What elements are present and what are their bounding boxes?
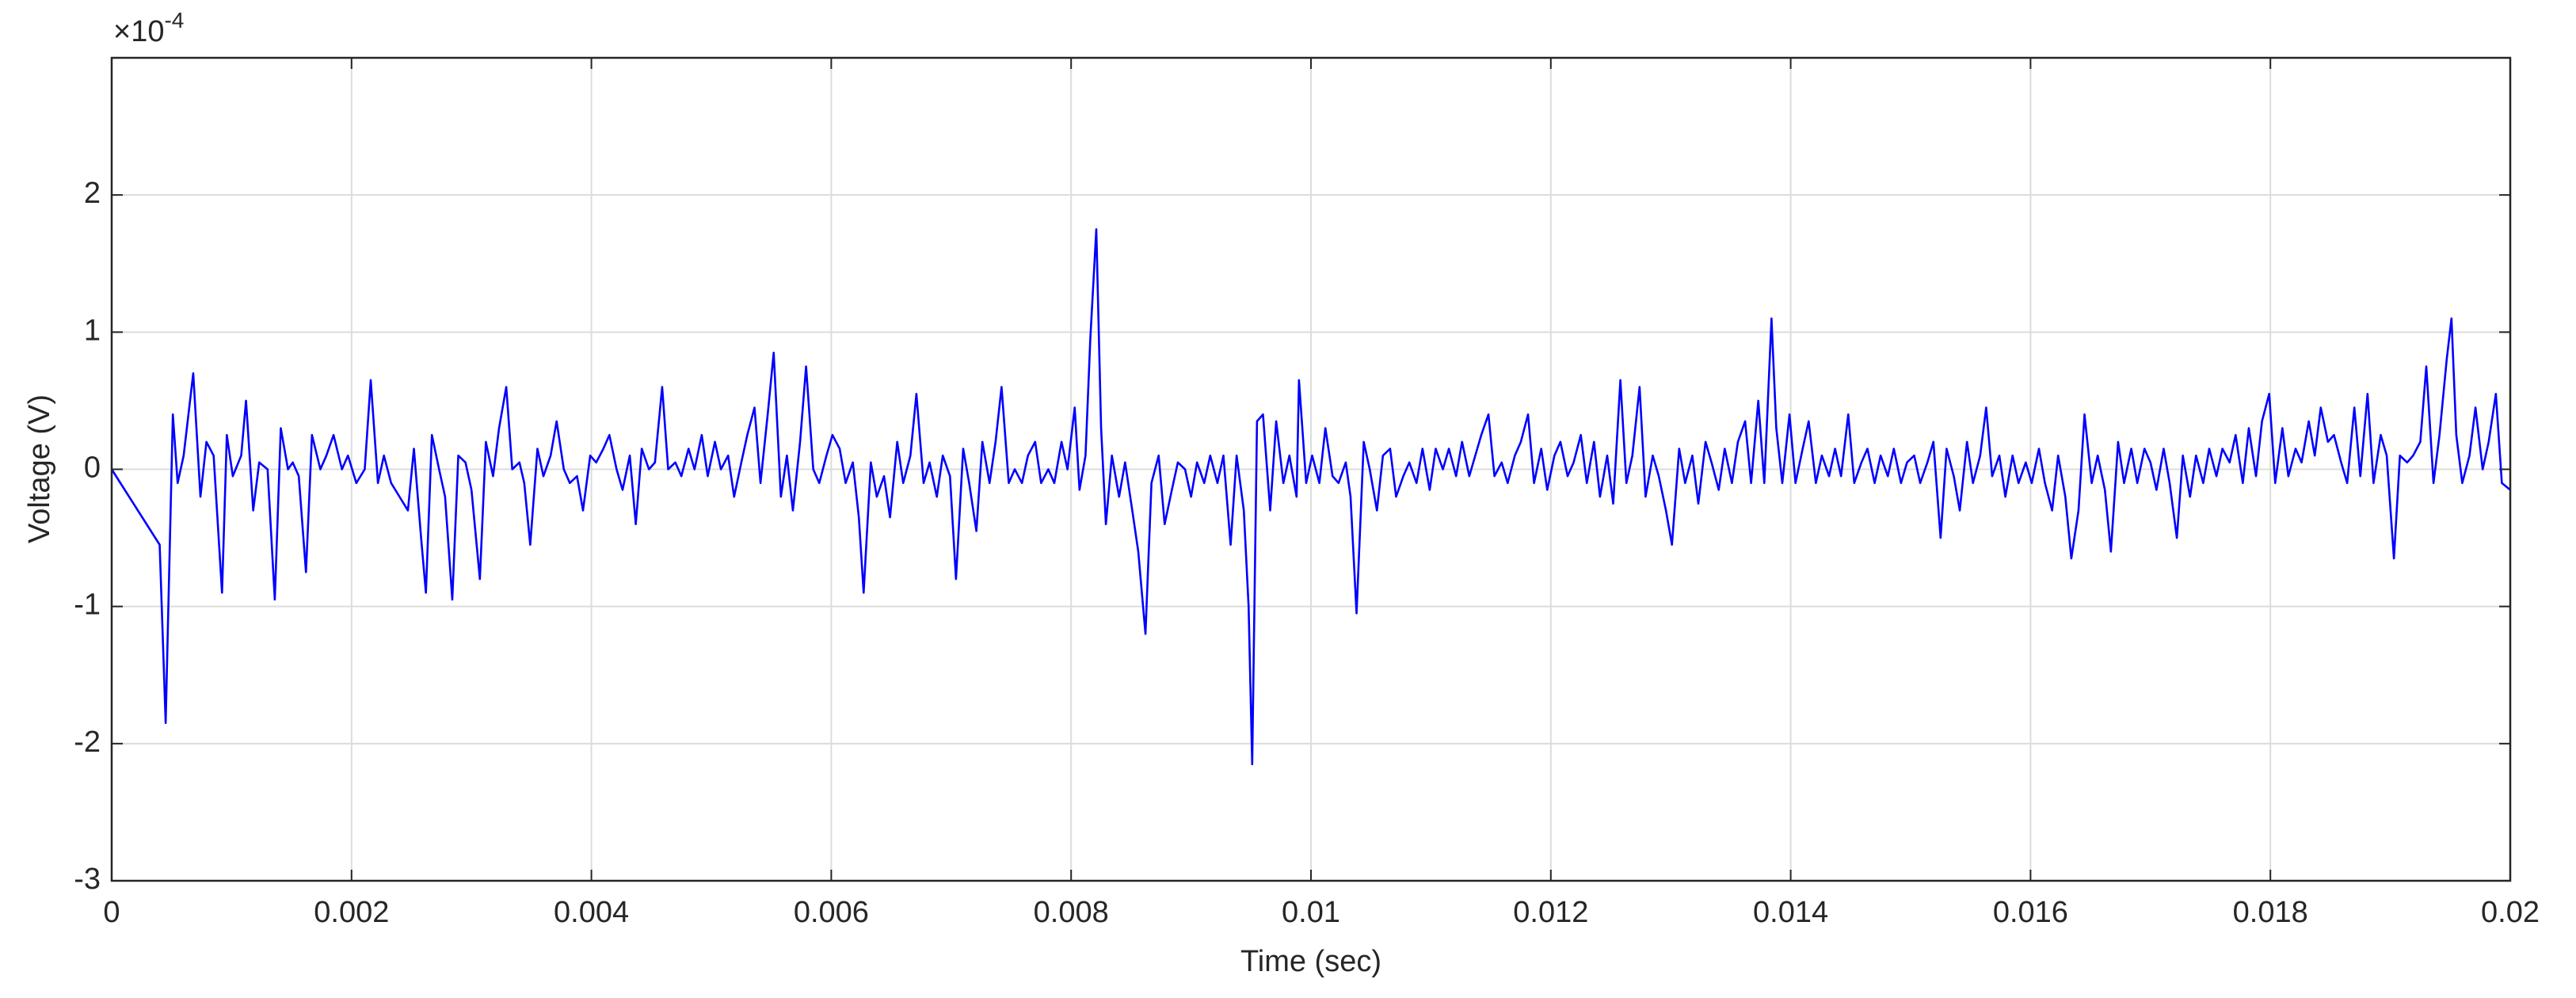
y-tick-label: -2 xyxy=(74,726,101,759)
x-tick-label: 0.018 xyxy=(2233,896,2308,929)
x-tick-label: 0.004 xyxy=(554,896,629,929)
y-scale-exponent: -4 xyxy=(164,8,184,32)
y-axis-label: Voltage (V) xyxy=(23,394,56,543)
y-tick-label: 2 xyxy=(84,177,101,210)
x-tick-label: 0.012 xyxy=(1513,896,1588,929)
y-tick-label: 0 xyxy=(84,451,101,485)
x-tick-label: 0.01 xyxy=(1282,896,1340,929)
y-tick-label: -3 xyxy=(74,863,101,896)
y-tick-label: -1 xyxy=(74,589,101,622)
voltage-line xyxy=(110,228,2511,766)
y-tick-label: 1 xyxy=(84,314,101,347)
y-scale-label: ×10-4 xyxy=(113,8,184,48)
x-axis-label: Time (sec) xyxy=(1240,945,1381,978)
ticks: 0 0.002 0.004 0.006 0.008 0.01 0.012 0.014 0.016… xyxy=(74,58,2540,929)
x-tick-label: 0.008 xyxy=(1034,896,1109,929)
x-tick-label: 0.002 xyxy=(314,896,389,929)
x-tick-label: 0.014 xyxy=(1753,896,1828,929)
plot-area xyxy=(110,228,2511,766)
grid xyxy=(111,58,2511,882)
x-tick-label: 0.006 xyxy=(794,896,869,929)
y-scale-base: ×10 xyxy=(113,15,164,48)
x-tick-label: 0 xyxy=(103,896,120,929)
x-tick-label: 0.016 xyxy=(1993,896,2068,929)
x-tick-label: 0.02 xyxy=(2481,896,2540,929)
